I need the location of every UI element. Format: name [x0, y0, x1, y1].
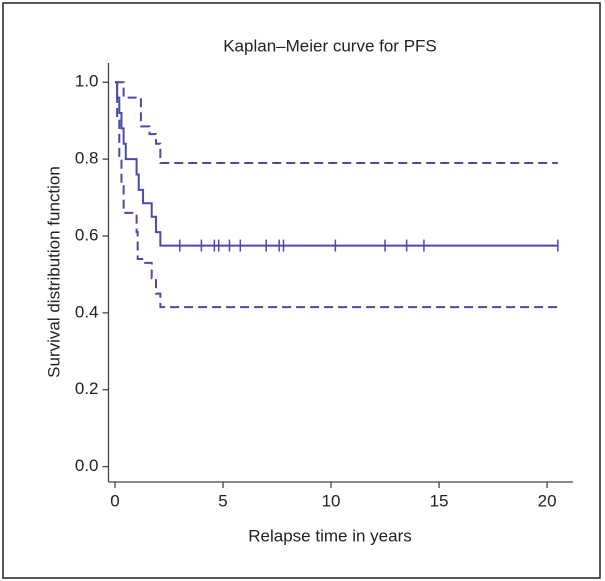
- chart-title: Kaplan–Meier curve for PFS: [223, 36, 437, 55]
- y-tick-label: 0.4: [75, 302, 99, 321]
- x-tick-label: 15: [430, 491, 449, 510]
- y-tick-label: 1.0: [75, 72, 99, 91]
- x-axis-label: Relapse time in years: [248, 526, 411, 545]
- confidence-band: [114, 81, 558, 164]
- x-tick-label: 10: [322, 491, 341, 510]
- x-tick-label: 5: [218, 491, 227, 510]
- survival-curve: [114, 81, 558, 247]
- y-axis-label: Survival distribution function: [44, 166, 63, 378]
- x-tick-label: 0: [110, 491, 119, 510]
- y-tick-label: 0.8: [75, 149, 99, 168]
- y-tick-label: 0.6: [75, 225, 99, 244]
- y-tick-label: 0.2: [75, 379, 99, 398]
- x-tick-label: 20: [538, 491, 557, 510]
- y-tick-label: 0.0: [75, 456, 99, 475]
- confidence-band: [114, 81, 558, 309]
